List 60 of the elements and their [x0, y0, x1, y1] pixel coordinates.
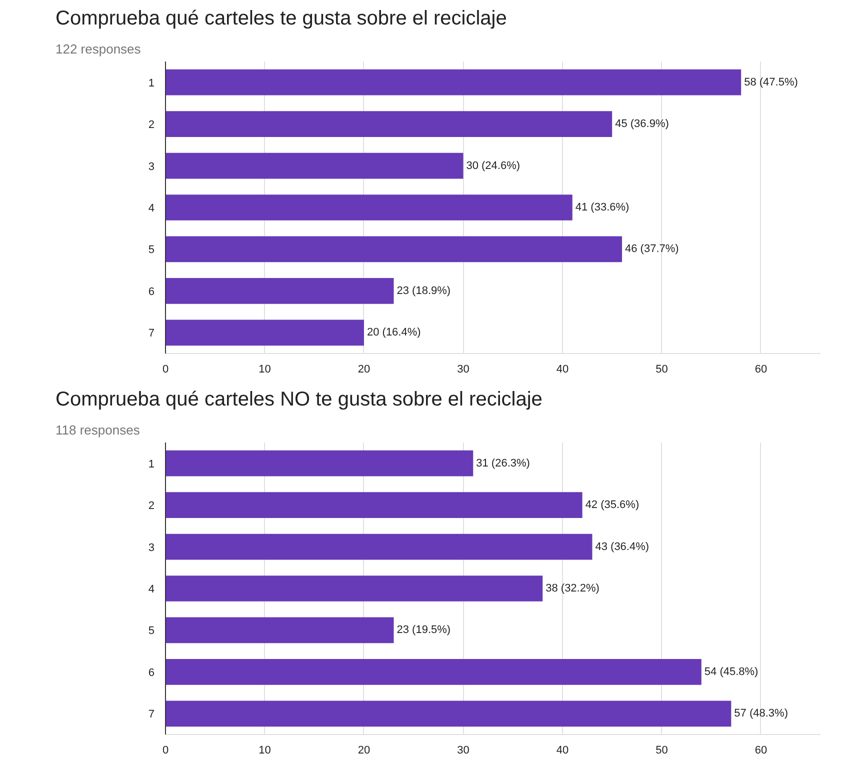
data-label: 20 (16.4%)	[366, 326, 421, 339]
y-tick-label: 5	[148, 244, 155, 256]
data-label: 58 (47.5%)	[744, 76, 798, 88]
data-label: 43 (36.4%)	[595, 540, 650, 553]
chart-subtitle: 118 responses	[56, 422, 140, 438]
bar	[166, 152, 464, 179]
data-label: 54 (45.8%)	[704, 666, 758, 678]
bar	[166, 576, 543, 602]
x-tick-label: 50	[656, 364, 668, 376]
y-tick-label: 3	[148, 542, 155, 554]
chart-subtitle: 122 responses	[56, 42, 142, 56]
data-label: 45 (36.9%)	[615, 118, 669, 130]
y-tick-label: 6	[148, 666, 155, 679]
chart-title: Comprueba qué carteles NO te gusta sobre el reciclaje	[56, 388, 542, 410]
y-tick-label: 4	[148, 584, 155, 596]
bar	[166, 658, 702, 685]
data-label: 31 (26.3%)	[476, 457, 530, 470]
bar	[166, 320, 364, 346]
data-label: 23 (19.5%)	[396, 624, 451, 636]
y-tick-label: 7	[148, 708, 155, 721]
y-tick-label: 1	[148, 458, 155, 470]
y-tick-label: 4	[148, 202, 155, 214]
chart-title: Comprueba qué carteles te gusta sobre el reciclaje	[56, 8, 507, 30]
x-tick-label: 40	[556, 364, 569, 376]
bar	[166, 236, 622, 262]
data-label: 57 (48.3%)	[734, 708, 788, 720]
y-tick-label: 3	[148, 160, 155, 173]
x-tick-label: 0	[162, 364, 169, 376]
x-tick-label: 10	[258, 364, 271, 376]
bar	[166, 194, 572, 220]
x-tick-label: 30	[457, 744, 470, 756]
data-label: 30 (24.6%)	[466, 160, 520, 172]
data-label: 46 (37.7%)	[625, 243, 679, 256]
x-tick-label: 30	[457, 364, 470, 376]
x-tick-label: 40	[556, 744, 569, 756]
y-tick-label: 1	[148, 77, 155, 90]
x-tick-label: 10	[258, 744, 271, 756]
x-tick-label: 20	[358, 744, 370, 756]
y-tick-label: 7	[148, 328, 155, 340]
y-tick-label: 5	[148, 625, 155, 638]
bar	[166, 492, 582, 518]
data-label: 23 (18.9%)	[396, 284, 451, 297]
bar	[166, 617, 394, 644]
x-tick-label: 0	[162, 744, 169, 756]
data-label: 41 (33.6%)	[575, 202, 630, 214]
x-tick-label: 60	[754, 744, 768, 756]
data-label: 42 (35.6%)	[585, 499, 640, 512]
bar	[166, 111, 612, 138]
bar	[166, 450, 474, 476]
x-tick-label: 50	[656, 744, 668, 756]
x-tick-label: 20	[358, 364, 370, 376]
bar	[166, 700, 732, 727]
x-tick-label: 60	[754, 364, 768, 376]
data-label: 38 (32.2%)	[546, 582, 600, 594]
bar	[166, 278, 394, 304]
y-tick-label: 6	[148, 286, 155, 298]
bar	[166, 534, 592, 560]
bar	[166, 69, 742, 96]
y-tick-label: 2	[148, 500, 155, 512]
y-tick-label: 2	[148, 119, 155, 132]
